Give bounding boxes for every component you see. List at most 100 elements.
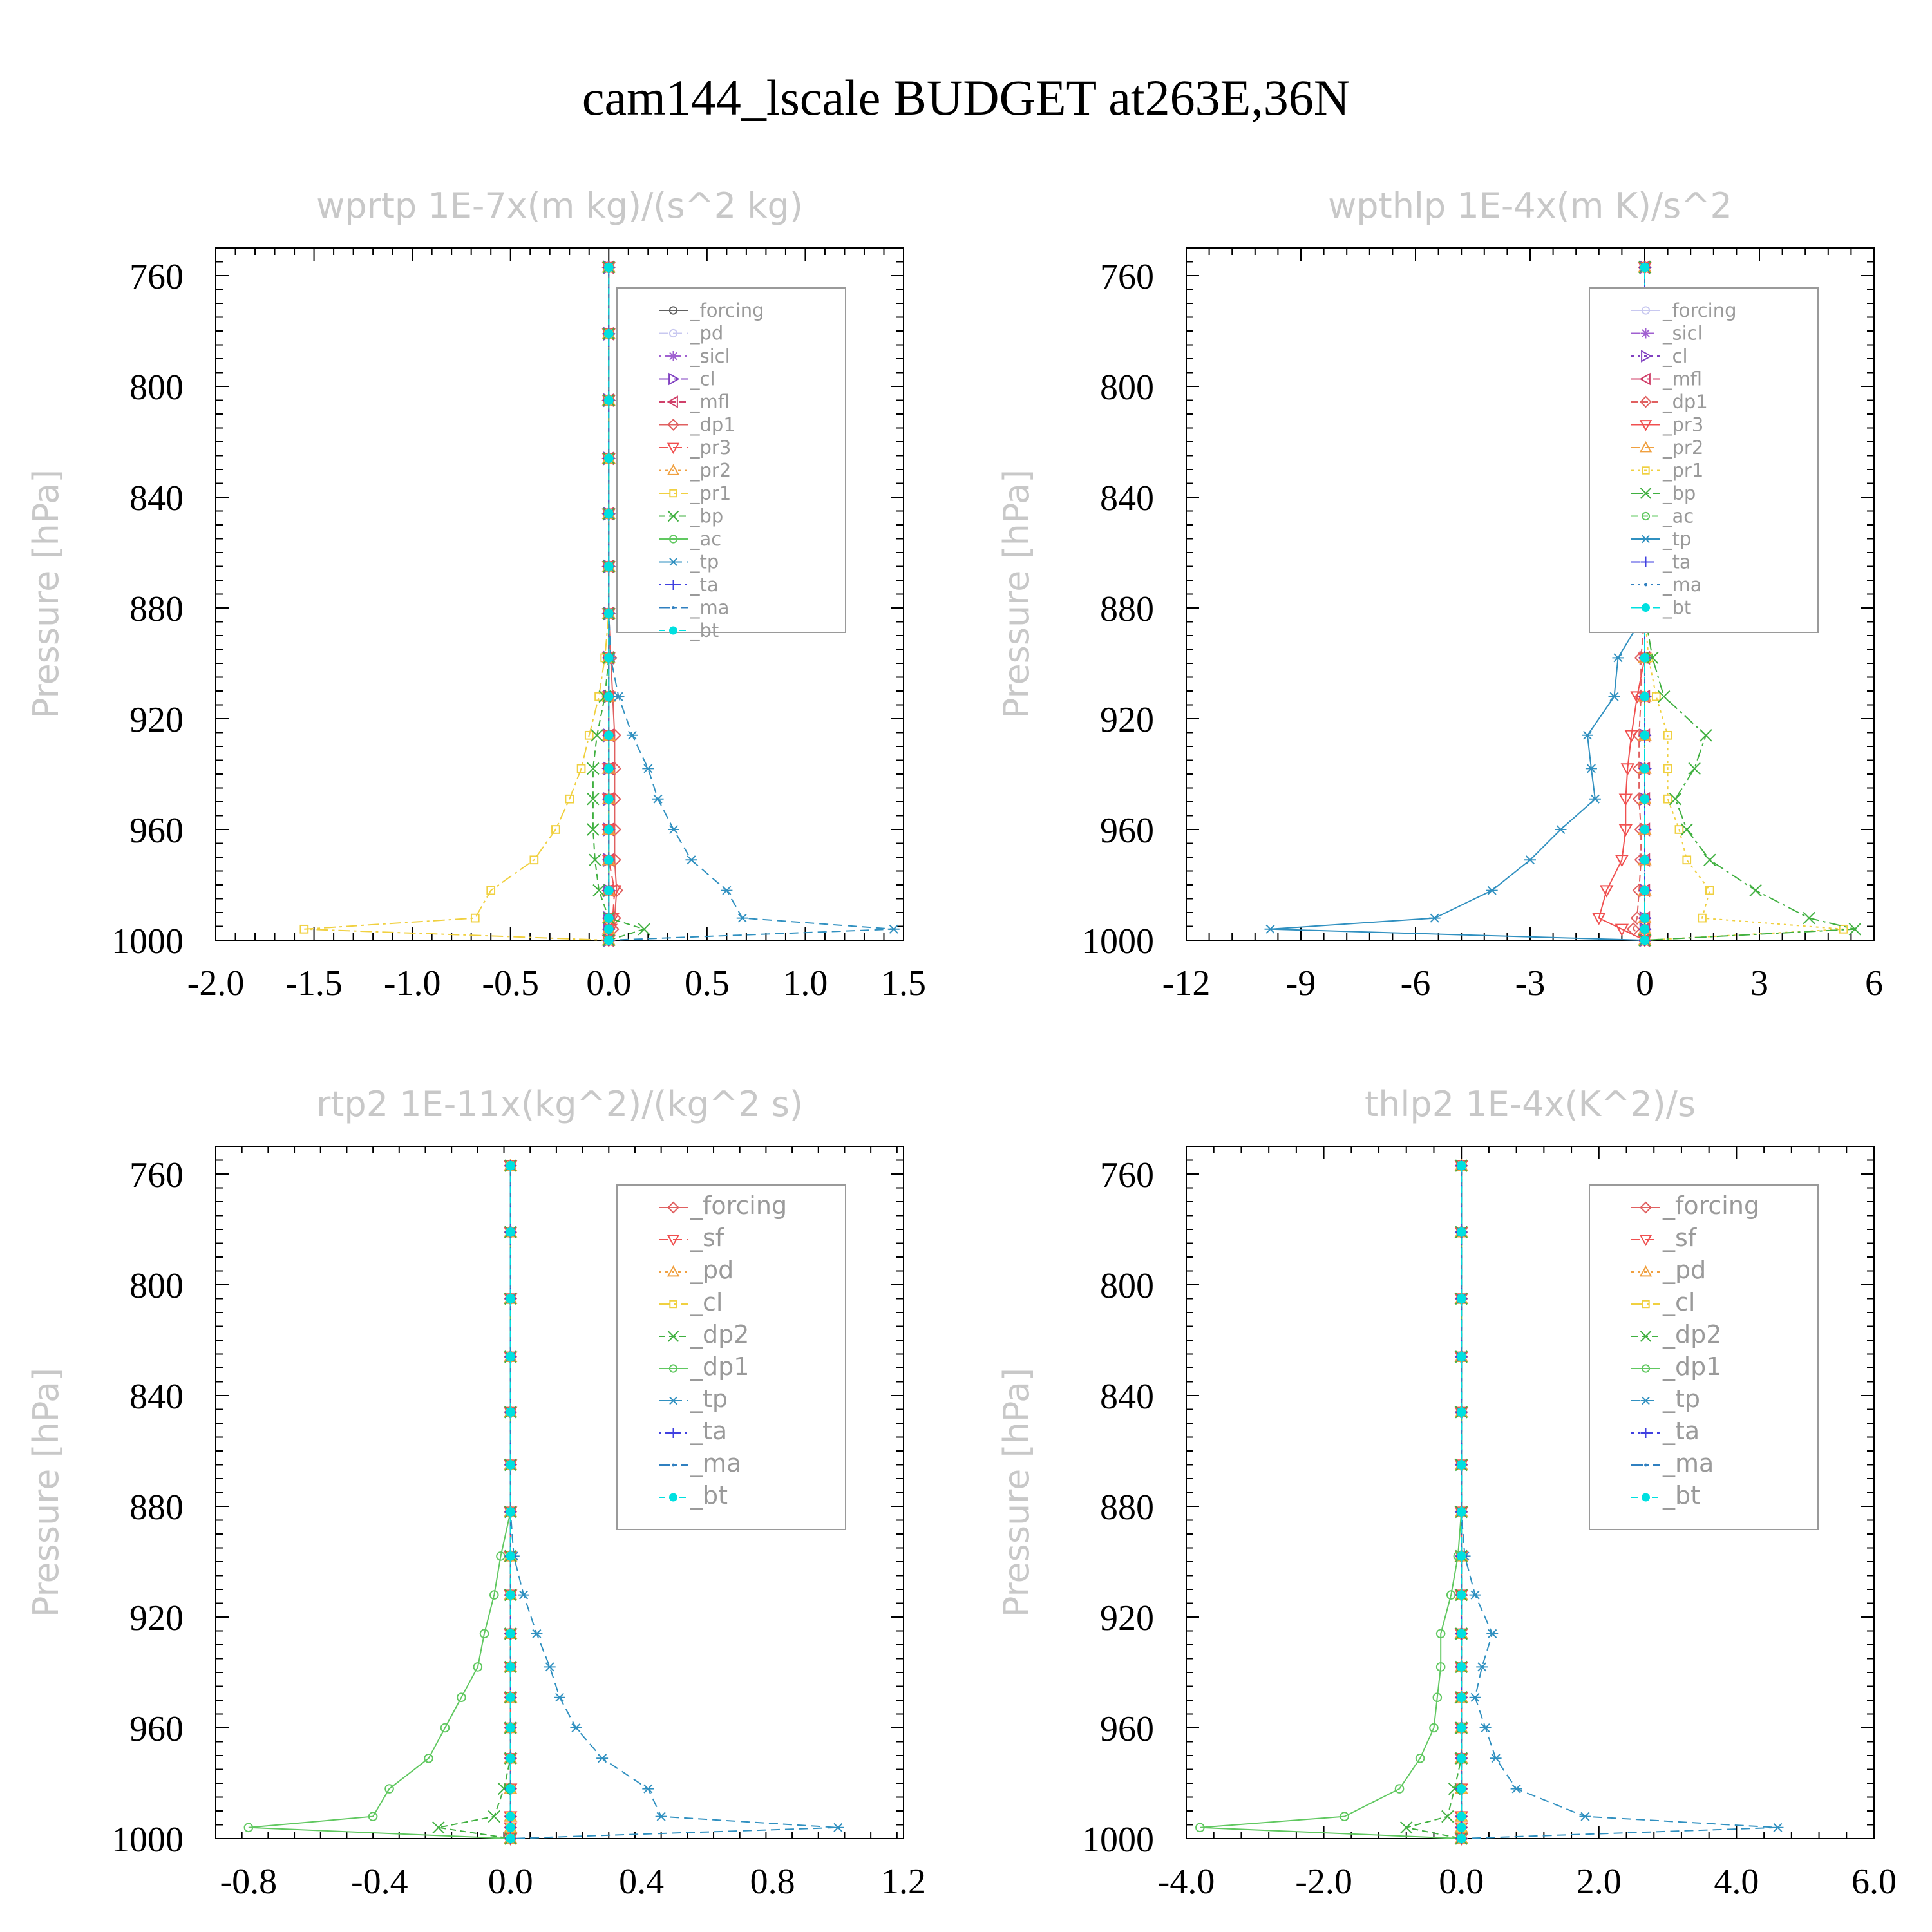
- legend-label: _pr2: [690, 460, 731, 482]
- legend-label: _dp2: [690, 1320, 749, 1349]
- data-point: [432, 1821, 445, 1834]
- data-point: [604, 913, 614, 923]
- x-tick-label: -4.0: [1158, 1862, 1215, 1902]
- legend-marker: [667, 395, 678, 408]
- legend-marker: [1642, 1300, 1650, 1309]
- series-line: [608, 267, 618, 941]
- data-point: [1620, 763, 1634, 776]
- data-point: [604, 824, 614, 835]
- legend-label: _forcing: [1662, 1191, 1759, 1220]
- data-point: [506, 1823, 515, 1833]
- legend-label: _ta: [690, 1417, 727, 1445]
- data-point: [1510, 1784, 1522, 1794]
- data-point: [506, 1407, 515, 1417]
- legend-label: _pr2: [1662, 437, 1703, 459]
- data-point: [596, 1754, 609, 1763]
- chart-panel: rtp2 1E-11x(kg^2)/(kg^2 s) Pressure [hPa]…: [26, 1084, 926, 1902]
- x-tick-label: 0.5: [685, 963, 730, 1003]
- figure-title: cam144_lscale BUDGET at263E,36N: [582, 70, 1350, 126]
- y-tick-label: 840: [1100, 478, 1154, 518]
- legend-marker: [669, 626, 677, 635]
- y-tick-label: 800: [1100, 368, 1154, 408]
- panel-title: wpthlp 1E-4x(m K)/s^2: [1328, 185, 1732, 226]
- legend-marker: [669, 1300, 677, 1309]
- data-point: [604, 609, 614, 618]
- legend-label: _cl: [1662, 345, 1688, 367]
- data-point: [604, 764, 614, 773]
- legend-marker: [672, 1463, 675, 1467]
- y-tick-label: 800: [1100, 1266, 1154, 1306]
- y-tick-label: 960: [1100, 811, 1154, 851]
- data-point: [1669, 792, 1682, 806]
- data-point: [604, 395, 614, 405]
- data-point: [1479, 1723, 1492, 1733]
- data-point: [1555, 824, 1567, 835]
- legend-label: _dp1: [1662, 391, 1708, 413]
- y-tick-label: 960: [129, 811, 184, 851]
- y-tick-label: 760: [129, 1155, 184, 1195]
- data-point: [604, 886, 614, 895]
- data-point: [592, 884, 605, 897]
- data-point: [1490, 1754, 1502, 1763]
- data-point: [721, 886, 733, 895]
- legend-marker: [1644, 1463, 1647, 1467]
- legend-marker: [668, 306, 678, 315]
- legend-marker: [1641, 306, 1651, 315]
- legend-label: _dp1: [690, 414, 735, 436]
- data-point: [1772, 1823, 1784, 1832]
- data-point: [529, 855, 539, 865]
- data-point: [440, 1723, 450, 1733]
- data-point: [1264, 924, 1276, 934]
- data-point: [1749, 884, 1762, 897]
- data-point: [604, 692, 614, 701]
- data-point: [1469, 1692, 1481, 1702]
- data-point: [1640, 262, 1650, 272]
- data-point: [1615, 923, 1629, 936]
- y-tick-label: 1000: [111, 922, 184, 961]
- legend-label: _pd: [690, 1256, 734, 1284]
- legend-label: _ta: [690, 574, 719, 596]
- x-tick-label: -12: [1162, 963, 1211, 1003]
- data-point: [473, 1662, 483, 1672]
- series-line: [304, 267, 610, 941]
- data-point: [1663, 730, 1672, 740]
- legend-marker: [1641, 1364, 1651, 1373]
- legend-marker: [1639, 440, 1653, 453]
- legend-box: [616, 287, 846, 633]
- data-point: [604, 329, 614, 339]
- x-tick-label: 0.0: [1439, 1862, 1484, 1902]
- data-point: [1640, 913, 1650, 923]
- data-point: [1435, 1629, 1446, 1639]
- y-axis-title: Pressure [hPa]: [996, 469, 1037, 719]
- x-tick-label: -3: [1515, 963, 1546, 1003]
- legend-marker: [1642, 1493, 1650, 1502]
- legend-marker: [1639, 1235, 1653, 1247]
- data-point: [1486, 1629, 1499, 1638]
- legend-marker: [1641, 350, 1653, 363]
- data-point: [1599, 885, 1614, 898]
- legend-label: _ma: [1662, 1449, 1714, 1477]
- legend-marker: [668, 328, 678, 338]
- data-point: [1585, 764, 1597, 773]
- legend-label: _cl: [1662, 1288, 1695, 1316]
- data-point: [506, 1833, 515, 1844]
- data-point: [1524, 855, 1536, 865]
- x-tick-label: 0.4: [619, 1862, 664, 1902]
- series-line: [438, 1166, 511, 1839]
- data-point: [591, 729, 603, 742]
- y-tick-label: 880: [129, 589, 184, 629]
- data-point: [531, 1629, 543, 1638]
- data-point: [587, 823, 600, 836]
- legend-marker: [669, 489, 677, 498]
- legend-label: _pr1: [690, 482, 731, 504]
- data-point: [1456, 1294, 1466, 1303]
- data-point: [1428, 913, 1441, 923]
- x-tick-label: -0.8: [220, 1862, 278, 1902]
- legend-marker: [668, 351, 679, 361]
- legend-label: _forcing: [690, 299, 764, 321]
- data-point: [1646, 651, 1659, 665]
- series-line: [248, 1166, 511, 1839]
- data-point: [1456, 1662, 1466, 1672]
- data-point: [1592, 913, 1606, 925]
- x-tick-label: 2.0: [1577, 1862, 1622, 1902]
